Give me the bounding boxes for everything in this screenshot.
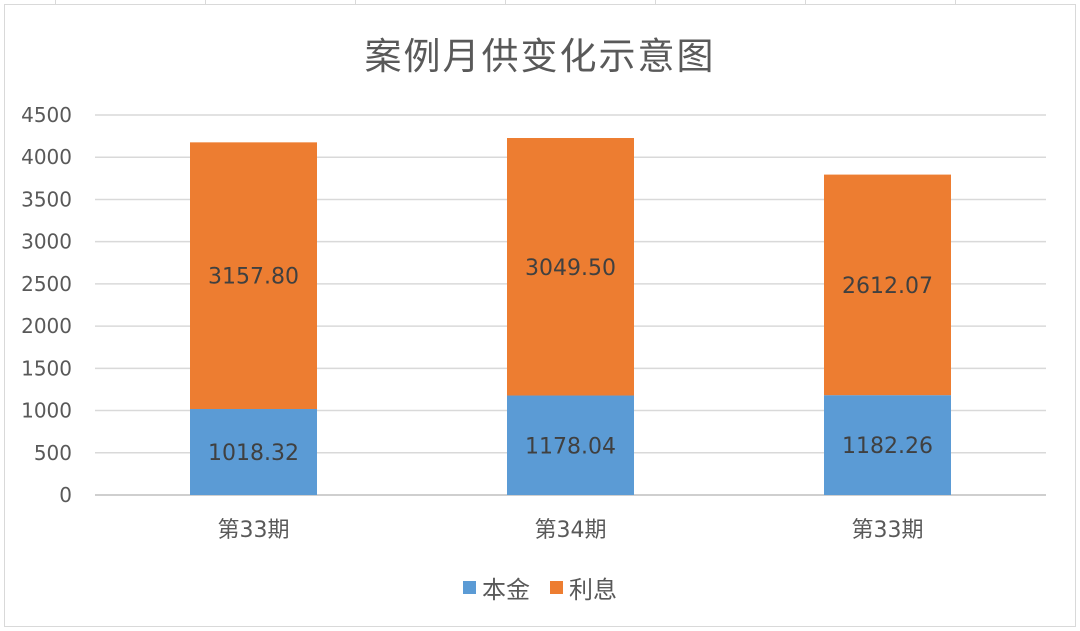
data-label-principal: 1178.04 (525, 434, 616, 459)
bar-segment-principal[interactable] (507, 395, 634, 495)
y-tick-label: 3500 (21, 187, 72, 211)
data-label-interest: 3157.80 (208, 265, 299, 290)
sheet-gridline (805, 0, 806, 6)
bar-segment-interest[interactable] (507, 138, 634, 396)
y-tick-label: 1500 (21, 356, 72, 380)
legend-item-interest[interactable]: 利息 (550, 570, 617, 605)
legend-swatch-principal (463, 581, 476, 594)
bar-segment-interest[interactable] (824, 174, 951, 396)
sheet-gridline (955, 0, 956, 6)
y-tick-label: 2500 (21, 272, 72, 296)
sheet-gridline (655, 0, 656, 6)
legend-label-principal: 本金 (482, 576, 530, 604)
sheet-gridline (505, 0, 506, 6)
sheet-gridline (55, 0, 56, 6)
y-tick-label: 2000 (21, 314, 72, 338)
x-category-label: 第33期 (218, 518, 290, 543)
bar-segment-principal[interactable] (190, 409, 317, 495)
y-tick-label: 500 (34, 441, 72, 465)
y-tick-label: 0 (59, 483, 72, 507)
data-label-principal: 1018.32 (208, 441, 299, 466)
y-tick-label: 4500 (21, 103, 72, 127)
legend-swatch-interest (550, 581, 563, 594)
chart-title[interactable]: 案例月供变化示意图 (364, 35, 716, 78)
y-tick-label: 4000 (21, 145, 72, 169)
bar-segment-principal[interactable] (824, 395, 951, 495)
x-category-label: 第34期 (535, 518, 607, 543)
bar-segment-interest[interactable] (190, 142, 317, 410)
chart-legend[interactable]: 本金 利息 (0, 570, 1080, 605)
data-label-interest: 3049.50 (525, 256, 616, 281)
sheet-gridline (355, 0, 356, 6)
legend-label-interest: 利息 (569, 576, 617, 604)
sheet-gridline (205, 0, 206, 6)
y-tick-label: 1000 (21, 399, 72, 423)
x-category-label: 第33期 (852, 518, 924, 543)
y-tick-label: 3000 (21, 230, 72, 254)
data-label-interest: 2612.07 (842, 274, 933, 299)
data-label-principal: 1182.26 (842, 434, 933, 459)
legend-item-principal[interactable]: 本金 (463, 570, 530, 605)
